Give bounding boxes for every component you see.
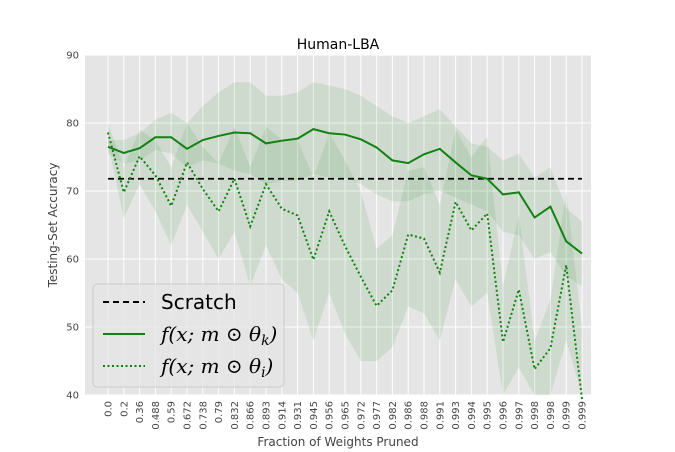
legend-label-Scratch: Scratch — [161, 290, 237, 314]
x-tick-label: 0.945 — [309, 401, 320, 430]
x-axis-label: Fraction of Weights Pruned — [257, 435, 418, 449]
y-tick-label: 40 — [66, 391, 79, 402]
y-axis-label: Testing-Set Accuracy — [46, 163, 60, 289]
x-tick-label: 0.998 — [530, 401, 541, 430]
x-tick-label: 0.982 — [388, 401, 399, 430]
x-tick-label: 0.866 — [246, 401, 257, 430]
x-tick-label: 0.956 — [325, 401, 336, 430]
y-tick-label: 70 — [66, 187, 79, 198]
x-tick-label: 0.977 — [372, 401, 383, 430]
x-tick-label: 0.36 — [135, 401, 146, 423]
x-tick-labels: 0.0 0.2 0.36 0.488 0.59 0.672 0.738 0.79 0.832 0.… — [104, 401, 589, 430]
x-tick-label: 0.738 — [198, 401, 209, 430]
band-theta_i — [108, 123, 582, 395]
legend-box — [92, 283, 285, 388]
y-tick-label: 60 — [66, 255, 79, 266]
x-tick-label: 0.995 — [483, 401, 494, 430]
x-tick-label: 0.999 — [578, 401, 589, 430]
x-tick-label: 0.893 — [262, 401, 273, 430]
x-tick-label: 0.998 — [546, 401, 557, 430]
y-tick-label: 50 — [66, 323, 79, 334]
y-tick-label: 80 — [66, 119, 79, 130]
x-tick-label: 0.59 — [167, 401, 178, 423]
x-tick-label: 0.986 — [404, 401, 415, 430]
legend-label-theta_k: f(x; m ⊙ θk) — [159, 322, 277, 349]
x-tick-label: 0.931 — [293, 401, 304, 430]
x-tick-label: 0.965 — [341, 401, 352, 430]
x-tick-label: 0.832 — [230, 401, 241, 430]
y-tick-label: 90 — [66, 51, 79, 62]
y-tick-labels: 40 50 60 70 80 90 — [66, 51, 79, 402]
x-tick-label: 0.914 — [277, 401, 288, 430]
x-tick-label: 0.79 — [214, 401, 225, 423]
x-tick-label: 0.996 — [499, 401, 510, 430]
chart-title: Human-LBA — [297, 37, 380, 53]
x-tick-label: 0.672 — [183, 401, 194, 430]
legend-label-theta_i: f(x; m ⊙ θi) — [159, 354, 273, 381]
series-line-theta_k — [107, 128, 583, 255]
x-tick-label: 0.2 — [119, 401, 130, 417]
x-tick-label: 0.488 — [151, 401, 162, 430]
x-tick-label: 0.991 — [435, 401, 446, 430]
x-tick-label: 0.972 — [356, 401, 367, 430]
x-tick-label: 0.988 — [420, 401, 431, 430]
series-lines — [107, 128, 583, 400]
legend: Scratch f(x; m ⊙ θk) f(x; m ⊙ θi) — [92, 283, 285, 388]
x-tick-label: 0.997 — [514, 401, 525, 430]
x-tick-label: 0.0 — [104, 401, 115, 417]
x-tick-label: 0.994 — [467, 401, 478, 430]
x-tick-label: 0.999 — [562, 401, 573, 430]
x-tick-label: 0.993 — [451, 401, 462, 430]
